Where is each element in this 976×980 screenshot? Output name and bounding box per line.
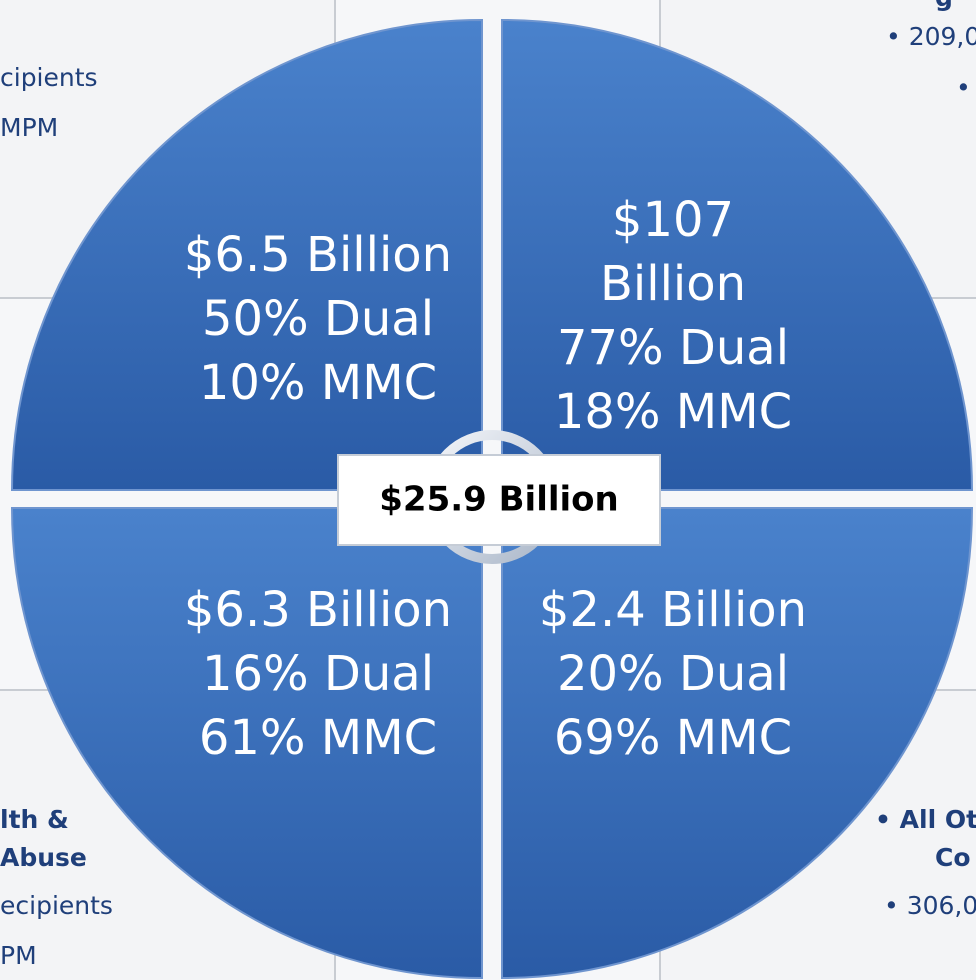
quadrant-line: Billion — [600, 256, 746, 312]
quadrant-line: 10% MMC — [199, 355, 437, 411]
quadrant-labels: $6.5 Billion 50% Dual 10% MMC $107 Billion 77… — [184, 192, 807, 766]
bg-text: • All Ot — [875, 805, 976, 834]
quadrant-line: 69% MMC — [554, 710, 792, 766]
bg-text: lth & — [0, 805, 69, 834]
bg-text: Abuse — [0, 843, 87, 872]
bg-text: g — [935, 0, 953, 12]
quadrant-line: $107 — [612, 192, 734, 248]
center-box — [337, 454, 661, 546]
quadrant-line: 18% MMC — [554, 384, 792, 440]
bg-text: Co — [935, 843, 971, 872]
quadrant-line: 61% MMC — [199, 710, 437, 766]
bg-text: MPM — [0, 113, 58, 142]
quadrant-line: 20% Dual — [557, 646, 789, 702]
center-label: $25.9 Billion — [379, 480, 618, 520]
quadrant-line: 77% Dual — [557, 320, 789, 376]
quadrant-line: 50% Dual — [202, 291, 434, 347]
quadrant-line: $6.3 Billion — [184, 582, 452, 638]
quadrant — [10, 507, 483, 980]
bg-text: cipients — [0, 63, 98, 92]
bg-text: • 306,0 — [884, 891, 976, 920]
quadrant — [501, 507, 974, 980]
quadrant-line: 16% Dual — [202, 646, 434, 702]
bg-text: ecipients — [0, 891, 113, 920]
bg-text: • 209,0 — [886, 22, 976, 51]
bg-text: PM — [0, 941, 37, 970]
quadrants — [10, 18, 974, 980]
quadrant — [501, 18, 974, 491]
quadrant — [10, 18, 483, 491]
quadrant-line: $6.5 Billion — [184, 227, 452, 283]
bg-text: • — [956, 73, 971, 102]
quadrant-line: $2.4 Billion — [539, 582, 807, 638]
